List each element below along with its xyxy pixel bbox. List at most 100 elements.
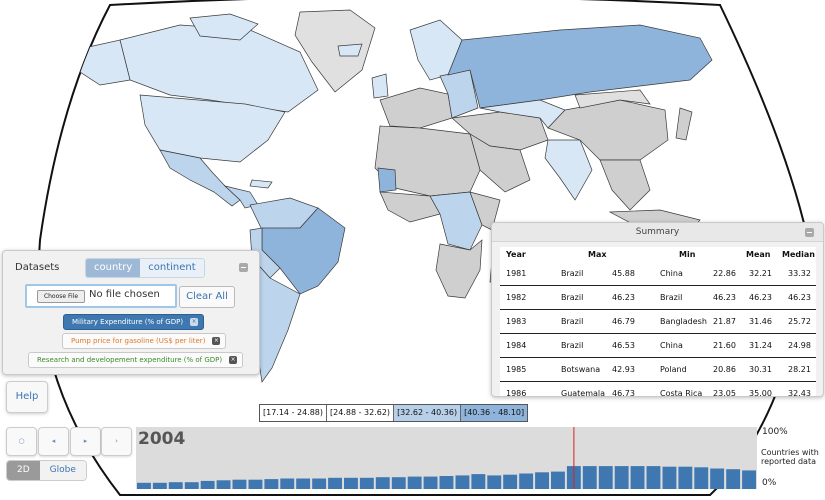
mongolia: [574, 89, 651, 109]
next-icon: ›: [115, 437, 118, 445]
timeline-bar[interactable]: [216, 480, 231, 489]
timeline-slider[interactable]: 2004: [136, 427, 757, 489]
timeline-bar[interactable]: [232, 479, 247, 489]
dataset-label: Pump price for gasoline (US$ per liter): [71, 337, 206, 345]
timeline-bar[interactable]: [312, 478, 327, 490]
timeline-bar[interactable]: [344, 477, 358, 489]
timeline-bar[interactable]: [471, 474, 486, 489]
minimize-datasets-icon[interactable]: [239, 263, 248, 272]
timeline-bar[interactable]: [582, 466, 597, 489]
timeline-bar[interactable]: [359, 477, 374, 489]
cell-max: 46.79: [612, 317, 635, 326]
table-row: 1984 Brazil 46.53 China 21.60 31.24 24.98: [500, 333, 816, 358]
tab-country[interactable]: country: [86, 259, 141, 277]
timeline-bar[interactable]: [328, 477, 342, 489]
timeline-bar[interactable]: [535, 472, 549, 489]
timeline-bars: [137, 427, 756, 490]
help-button[interactable]: Help: [6, 381, 48, 413]
play-button[interactable]: ▸: [70, 427, 101, 456]
cell-min-country: China: [660, 341, 683, 350]
choose-file-button[interactable]: Choose File: [37, 290, 85, 303]
datasets-tabs: country continent: [85, 258, 205, 278]
table-row: 1982 Brazil 46.23 Brazil 46.23 46.23 46.23: [500, 285, 816, 310]
timeline-bar[interactable]: [726, 469, 741, 489]
timeline-bar[interactable]: [646, 466, 661, 489]
timeline-bar[interactable]: [710, 468, 725, 490]
next-button[interactable]: ›: [101, 427, 132, 456]
timeline-bar[interactable]: [423, 476, 438, 489]
dataset-pump-price[interactable]: Pump price for gasoline (US$ per liter) …: [62, 333, 227, 349]
file-upload: Choose File No file chosen: [25, 284, 177, 308]
view-globe-button[interactable]: Globe: [39, 461, 86, 480]
timeline-bar[interactable]: [296, 478, 311, 490]
cell-min: 23.05: [713, 389, 736, 397]
timeline-bar[interactable]: [551, 471, 565, 489]
cell-max: 45.88: [612, 269, 635, 278]
timeline-bar[interactable]: [200, 480, 215, 489]
cell-mean: 35.00: [749, 389, 772, 397]
timeline-note: Countries with reported data: [761, 448, 819, 466]
reset-icon: ○: [18, 437, 25, 445]
timeline-bar[interactable]: [280, 478, 295, 490]
datasets-panel: Datasets country continent Choose File N…: [2, 250, 260, 375]
legend-bin-4: [40.36 - 48.10]: [461, 405, 528, 421]
timeline-bar[interactable]: [487, 475, 502, 489]
view-toggle: 2D Globe: [6, 460, 87, 481]
timeline-bar[interactable]: [137, 482, 151, 489]
cell-year: 1983: [506, 317, 527, 326]
timeline-bar[interactable]: [598, 466, 613, 489]
cell-min: 21.87: [713, 317, 736, 326]
timeline-bar[interactable]: [519, 473, 534, 490]
cell-year: 1981: [506, 269, 527, 278]
timeline-bar[interactable]: [439, 476, 454, 489]
minimize-summary-icon[interactable]: [805, 228, 814, 237]
close-icon[interactable]: ×: [212, 337, 221, 345]
timeline-bar[interactable]: [630, 466, 645, 489]
cell-max-country: Brazil: [561, 341, 584, 350]
dataset-research-development[interactable]: Research and developement expenditure (%…: [28, 352, 244, 368]
clear-all-button[interactable]: Clear All: [179, 286, 235, 308]
timeline-bar[interactable]: [184, 482, 199, 489]
timeline-bar[interactable]: [455, 475, 470, 489]
cell-min: 46.23: [713, 293, 736, 302]
cell-mean: 32.21: [749, 269, 772, 278]
close-icon[interactable]: ×: [229, 356, 238, 364]
timeline-bar[interactable]: [248, 479, 263, 489]
cell-median: 25.72: [788, 317, 811, 326]
summary-table: Year Max Min Mean Median 1981 Brazil 45.88…: [500, 247, 816, 396]
reset-button[interactable]: ○: [6, 427, 37, 456]
iceland: [337, 43, 363, 57]
previous-button[interactable]: ◂: [38, 427, 69, 456]
timeline-bar[interactable]: [391, 477, 406, 489]
cell-median: 24.98: [788, 341, 811, 350]
cell-max: 46.23: [612, 293, 635, 302]
file-status-label: No file chosen: [89, 289, 160, 300]
timeline-bar[interactable]: [662, 466, 677, 489]
southern-africa: [435, 239, 483, 299]
dataset-label: Research and developement expenditure (%…: [37, 356, 223, 364]
cell-mean: 31.24: [749, 341, 772, 350]
timeline-bar[interactable]: [614, 466, 629, 489]
table-row: 1985 Botswana 42.93 Poland 20.86 30.31 28.21: [500, 357, 816, 382]
timeline-bar[interactable]: [503, 474, 518, 489]
cell-max-country: Brazil: [561, 269, 584, 278]
cell-mean: 30.31: [749, 365, 772, 374]
view-2d-button[interactable]: 2D: [7, 461, 40, 480]
timeline-bar[interactable]: [375, 477, 390, 489]
timeline-bar[interactable]: [694, 467, 709, 489]
cell-year: 1982: [506, 293, 527, 302]
timeline-bar[interactable]: [407, 476, 422, 489]
timeline-bar[interactable]: [152, 482, 167, 489]
close-icon[interactable]: ×: [190, 318, 199, 326]
timeline-bar[interactable]: [742, 470, 756, 489]
timeline-bar[interactable]: [168, 482, 183, 489]
timeline-bar[interactable]: [264, 479, 279, 489]
uk: [371, 73, 389, 99]
cell-max: 42.93: [612, 365, 635, 374]
cell-min: 20.86: [713, 365, 736, 374]
timeline-bar[interactable]: [678, 466, 693, 489]
cell-median: 46.23: [788, 293, 811, 302]
dataset-military-expenditure[interactable]: Military Expenditure (% of GDP) ×: [63, 314, 205, 330]
table-row: 1983 Brazil 46.79 Bangladesh 21.87 31.46 25.72: [500, 309, 816, 334]
tab-continent[interactable]: continent: [140, 259, 204, 277]
